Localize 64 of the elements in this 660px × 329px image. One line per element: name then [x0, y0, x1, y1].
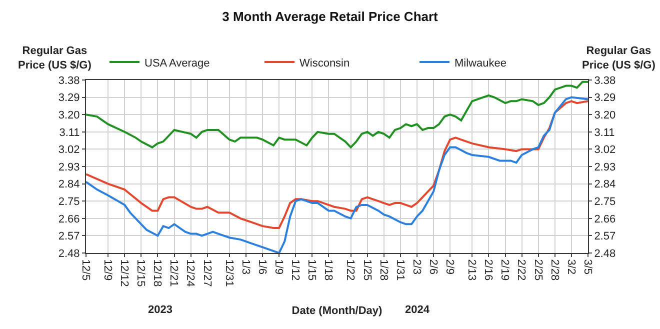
y2-tick-label: 3.11: [594, 126, 615, 139]
x-tick-label: 2/9: [444, 259, 456, 274]
x-tick-label: 1/3: [239, 259, 252, 274]
y2-tick-label: 2.84: [594, 178, 616, 191]
x-tick-label: 1/31: [394, 259, 406, 281]
legend-label: USA Average: [144, 57, 210, 70]
x-tick-label: 12/12: [118, 259, 130, 287]
x-tick-label: 2/28: [548, 259, 560, 281]
y2-tick-label: 3.29: [594, 92, 616, 104]
x-tick-label: 12/5: [79, 259, 92, 281]
x-tick-label: 2/25: [532, 259, 544, 281]
x-tick-label: 1/22: [344, 259, 356, 281]
y2-tick-label: 2.66: [594, 213, 616, 226]
x-tick-label: 1/12: [289, 259, 302, 281]
x-tick-label: 12/18: [151, 259, 164, 287]
x-tick-label: 1/15: [306, 259, 318, 281]
legend-label: Wisconsin: [300, 57, 350, 70]
x-tick-label: 2/16: [482, 259, 494, 281]
x-tick-label: 12/31: [222, 259, 235, 287]
x-tick-label: 1/6: [256, 259, 268, 274]
text: 2024: [405, 304, 430, 316]
y2-tick-label: 2.48: [594, 248, 616, 260]
y-tick-label: 3.38: [58, 74, 80, 87]
y2-tick-label: 2.75: [594, 196, 616, 208]
y2-tick-label: 3.38: [594, 74, 616, 87]
x-tick-label: 1/28: [377, 259, 390, 281]
y2-tick-label: 3.20: [594, 109, 616, 122]
x-tick-label: 12/27: [200, 259, 213, 287]
x-tick-label: 1/18: [322, 259, 334, 281]
x-tick-label: 3/5: [581, 259, 594, 274]
x-tick-label: 2/6: [426, 259, 439, 274]
y-tick-label: 2.84: [58, 178, 80, 191]
y-axis-title: Regular Gas Price (US $/G): [18, 45, 92, 72]
x-tick-label: 2/22: [515, 259, 528, 281]
x-tick-label: 3/2: [564, 259, 577, 274]
x-axis-title: Date (Month/Day): [292, 304, 383, 317]
y2-tick-label: 2.57: [594, 230, 616, 243]
y-tick-label: 3.20: [58, 109, 80, 122]
x-tick-label: 2/19: [498, 259, 511, 281]
line-series: [86, 100, 588, 230]
y-tick-label: 3.02: [58, 144, 80, 156]
y-tick-label: 3.29: [58, 92, 80, 104]
x-tick-label: 2/3: [410, 259, 422, 274]
text: 2023: [148, 304, 172, 316]
x-tick-label: 12/9: [101, 259, 114, 281]
y-tick-label: 2.93: [58, 161, 80, 174]
x-tick-label: 1/9: [272, 259, 285, 274]
line-series: [86, 96, 588, 253]
y-tick-label: 3.11: [59, 126, 80, 139]
y2-tick-label: 3.02: [594, 144, 616, 156]
y-tick-label: 2.75: [58, 196, 80, 208]
x-tick-label: 12/24: [184, 259, 196, 287]
x-tick-label: 1/25: [360, 259, 373, 281]
chart-title: 3 Month Average Retail Price Chart: [222, 9, 439, 24]
x-tick-label: 12/15: [134, 259, 147, 287]
legend-label: Milwaukee: [454, 57, 506, 70]
y2-tick-label: 2.93: [594, 161, 616, 174]
x-tick-label: 12/21: [168, 259, 180, 287]
y2-axis-title: Regular Gas Price (US $/G): [582, 45, 656, 72]
y-tick-label: 2.66: [58, 213, 80, 226]
line-series: [86, 80, 588, 148]
y-tick-label: 2.57: [58, 230, 80, 243]
y-tick-label: 2.48: [58, 248, 80, 260]
x-tick-label: 2/13: [466, 259, 478, 281]
